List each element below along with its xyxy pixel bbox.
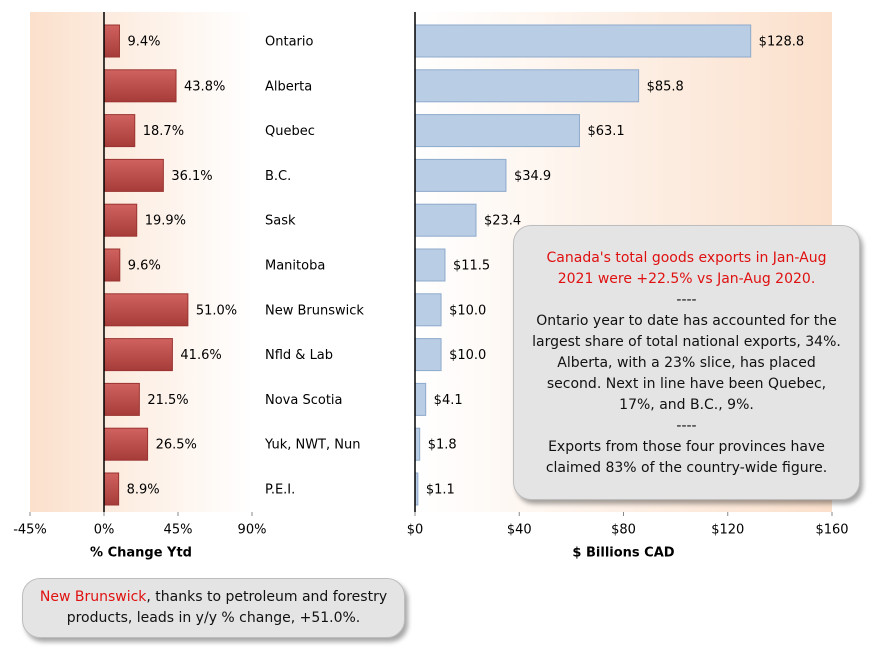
annotation-text: Exports from those four provinces have c… (545, 439, 828, 476)
data-label: $23.4 (484, 214, 521, 229)
annotation-text: ---- (676, 292, 697, 308)
bar (414, 69, 640, 103)
category-label: Nova Scotia (265, 393, 343, 408)
data-label: 41.6% (180, 348, 221, 363)
annotation-text: ---- (676, 418, 697, 434)
data-label: 51.0% (196, 303, 237, 318)
bar (414, 158, 507, 192)
bar (414, 114, 580, 148)
data-label: 43.8% (184, 79, 225, 94)
data-label: $63.1 (587, 124, 624, 139)
annotation-box: New Brunswick, thanks to petroleum and f… (22, 578, 405, 638)
category-label: Manitoba (265, 259, 325, 274)
data-label: $11.5 (453, 259, 490, 274)
x-tick-label: $0 (407, 523, 424, 538)
bar (103, 427, 149, 461)
data-label: 21.5% (147, 393, 188, 408)
bar (414, 293, 442, 327)
category-label: Alberta (265, 79, 312, 94)
annotation-box: Canada's total goods exports in Jan-Aug … (513, 225, 860, 500)
data-label: $85.8 (647, 79, 684, 94)
bar (103, 472, 120, 506)
category-label: Quebec (265, 124, 315, 139)
bar (414, 382, 427, 416)
bar (103, 203, 138, 237)
bar (103, 382, 140, 416)
data-label: 19.9% (145, 214, 186, 229)
x-tick-label: -45% (13, 523, 47, 538)
data-label: $10.0 (449, 303, 486, 318)
data-label: 9.4% (127, 35, 160, 50)
bar (103, 158, 164, 192)
x-axis-title: % Change Ytd (90, 546, 192, 561)
bar (103, 114, 136, 148)
bar (103, 24, 120, 58)
bar (103, 69, 177, 103)
x-axis-title: $ Billions CAD (572, 546, 674, 561)
data-label: 36.1% (171, 169, 212, 184)
data-label: $1.8 (428, 438, 457, 453)
annotation-highlight: New Brunswick (39, 589, 147, 605)
bar (414, 203, 477, 237)
category-label: Sask (265, 214, 296, 229)
data-label: $34.9 (514, 169, 551, 184)
data-label: 18.7% (143, 124, 184, 139)
data-label: $4.1 (434, 393, 463, 408)
category-label: Yuk, NWT, Nun (264, 438, 360, 453)
x-tick-label: $120 (711, 523, 744, 538)
category-label: Ontario (265, 35, 313, 50)
x-tick-label: $80 (611, 523, 636, 538)
data-label: 9.6% (128, 259, 161, 274)
bar (103, 293, 189, 327)
category-label: New Brunswick (265, 303, 364, 318)
data-label: 8.9% (127, 483, 160, 498)
bar (103, 338, 173, 372)
x-tick-label: $160 (815, 523, 848, 538)
annotation-text: Ontario year to date has accounted for t… (532, 313, 841, 413)
x-tick-label: 45% (164, 523, 193, 538)
x-tick-label: 90% (238, 523, 267, 538)
data-label: $1.1 (426, 483, 455, 498)
bar (414, 248, 446, 282)
bar (414, 338, 442, 372)
bar (103, 248, 121, 282)
category-label: P.E.I. (265, 483, 295, 498)
data-label: $10.0 (449, 348, 486, 363)
x-tick-label: 0% (94, 523, 115, 538)
x-tick-label: $40 (507, 523, 532, 538)
data-label: 26.5% (156, 438, 197, 453)
annotation-text: , thanks to petroleum and forestry produ… (66, 589, 388, 626)
category-label: B.C. (265, 169, 291, 184)
category-label: Nfld & Lab (265, 348, 333, 363)
annotation-heading: Canada's total goods exports in Jan-Aug … (546, 250, 827, 287)
bar (414, 24, 752, 58)
data-label: $128.8 (759, 35, 805, 50)
